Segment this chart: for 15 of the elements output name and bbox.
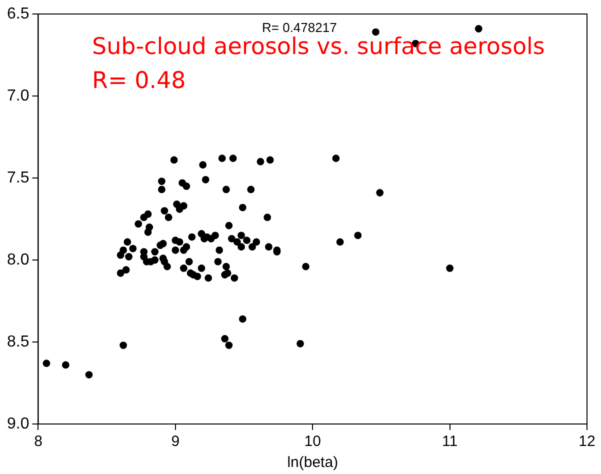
x-tick-label: 11 xyxy=(442,433,458,450)
x-tick-label: 10 xyxy=(304,433,321,450)
x-tick-label: 12 xyxy=(578,433,596,450)
annotation: R= 0.48 xyxy=(92,68,186,94)
x-tick-label: 8 xyxy=(34,433,42,450)
y-tick-label: 9.0 xyxy=(6,415,30,432)
y-tick-label: 8.0 xyxy=(6,251,30,268)
y-tick-label: 6.5 xyxy=(6,5,30,22)
x-axis-title: ln(beta) xyxy=(287,454,338,472)
annotation: R= 0.478217 xyxy=(262,20,337,35)
x-tick-label: 9 xyxy=(171,433,180,450)
y-tick-label: 8.5 xyxy=(6,333,30,350)
y-tick-label: 7.5 xyxy=(6,169,30,186)
annotation: Sub-cloud aerosols vs. surface aerosols xyxy=(92,34,545,60)
y-tick-label: 7.0 xyxy=(6,87,30,104)
